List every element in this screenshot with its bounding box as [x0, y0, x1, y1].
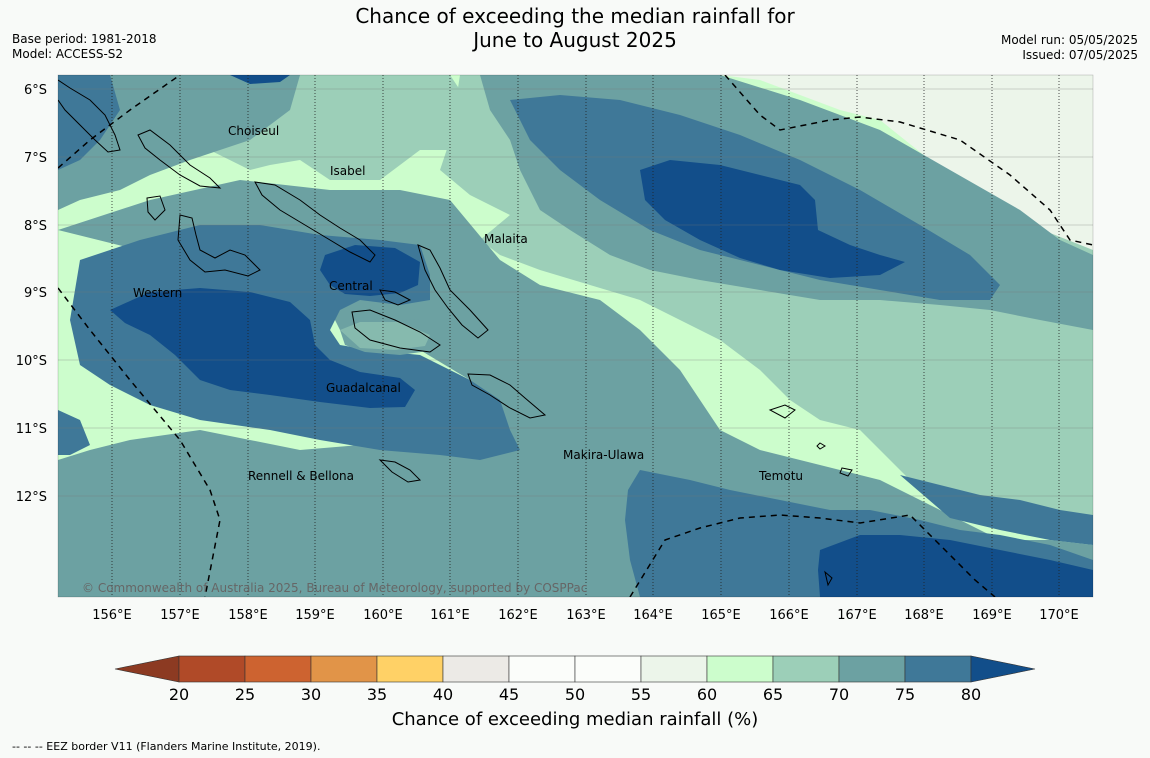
- colorbar-segment: [706, 655, 774, 683]
- model-name: Model: ACCESS-S2: [12, 47, 124, 61]
- colorbar-tick-label: 20: [168, 685, 190, 704]
- island-small-3: [824, 570, 833, 587]
- lon-label: 168°E: [904, 608, 944, 623]
- colorbar-segment: [772, 655, 840, 683]
- lat-label: 8°S: [24, 219, 47, 234]
- label-choiseul: Choiseul: [228, 124, 279, 138]
- lat-tick-labels: 6°S 7°S 8°S 9°S 10°S 11°S 12°S: [16, 83, 47, 505]
- map-title-line1: Chance of exceeding the median rainfall …: [355, 4, 795, 28]
- colorbar-segment: [244, 655, 312, 683]
- colorbar-tick-label: 60: [696, 685, 718, 704]
- colorbar-tick-label: 30: [300, 685, 322, 704]
- colorbar-tick-label: 40: [432, 685, 454, 704]
- contour-layer: [58, 75, 1093, 597]
- colorbar-tick-label: 75: [894, 685, 916, 704]
- island-rennell: [378, 459, 422, 483]
- island-guadalcanal: [351, 309, 441, 353]
- colorbar-segment: [442, 655, 510, 683]
- issued-date: Issued: 07/05/2025: [1022, 48, 1138, 62]
- label-rennell-bellona: Rennell & Bellona: [248, 469, 354, 483]
- colorbar-segment: [904, 655, 972, 683]
- eez-border: [58, 75, 1093, 597]
- eez-legend: -- -- -- EEZ border V11 (Flanders Marine…: [12, 740, 321, 753]
- lat-label: 6°S: [24, 83, 47, 98]
- lon-label: 169°E: [972, 608, 1012, 623]
- colorbar-tick-label: 65: [762, 685, 784, 704]
- lon-label: 167°E: [837, 608, 877, 623]
- colorbar-extend-high: [970, 655, 1036, 683]
- colorbar-segment: [508, 655, 576, 683]
- contour-above-80: [110, 75, 1093, 597]
- colorbar-segment: [838, 655, 906, 683]
- model-run: Model run: 05/05/2025: [1000, 33, 1138, 47]
- colorbar-tick-label: 50: [564, 685, 586, 704]
- map-title-line2: June to August 2025: [473, 28, 677, 52]
- lat-label: 9°S: [24, 286, 47, 301]
- island-malaita: [417, 244, 489, 339]
- island-vella: [146, 195, 166, 221]
- lon-label: 164°E: [633, 608, 673, 623]
- colorbar-tick-label: 80: [960, 685, 982, 704]
- island-outlines: [58, 79, 853, 587]
- lon-label: 163°E: [566, 608, 606, 623]
- lon-label: 170°E: [1039, 608, 1079, 623]
- colorbar-tick-label: 35: [366, 685, 388, 704]
- island-small-1: [816, 442, 826, 450]
- colorbar-tick-label: 25: [234, 685, 256, 704]
- lon-label: 165°E: [701, 608, 741, 623]
- island-isabel: [254, 181, 376, 263]
- colorbar-tick-label: 70: [828, 685, 850, 704]
- lon-label: 159°E: [295, 608, 335, 623]
- label-makira-ulawa: Makira-Ulawa: [563, 448, 644, 462]
- lon-label: 157°E: [160, 608, 200, 623]
- lat-label: 10°S: [16, 354, 47, 369]
- region-labels: Choiseul Isabel Malaita Western Central …: [133, 124, 803, 483]
- label-guadalcanal: Guadalcanal: [326, 381, 401, 395]
- contour-75-80: [58, 75, 1093, 597]
- colorbar: [114, 655, 1036, 683]
- lon-label: 156°E: [92, 608, 132, 623]
- colorbar-segment: [310, 655, 378, 683]
- island-choiseul: [137, 129, 222, 189]
- colorbar-segments: [114, 655, 1036, 683]
- colorbar-title: Chance of exceeding median rainfall (%): [391, 709, 759, 730]
- latitude-gridlines: [58, 88, 1093, 497]
- lon-label: 158°E: [228, 608, 268, 623]
- colorbar-segment: [574, 655, 642, 683]
- label-central: Central: [329, 279, 373, 293]
- base-period: Base period: 1981-2018: [12, 32, 157, 46]
- lon-label: 166°E: [769, 608, 809, 623]
- contour-pocket-makira: [340, 322, 430, 350]
- label-isabel: Isabel: [330, 164, 365, 178]
- colorbar-segment: [376, 655, 444, 683]
- label-malaita: Malaita: [484, 232, 528, 246]
- lon-label: 162°E: [498, 608, 538, 623]
- lon-label: 160°E: [363, 608, 403, 623]
- island-makira: [467, 373, 547, 419]
- colorbar-extend-low: [114, 655, 180, 683]
- island-bougainville: [58, 79, 121, 153]
- island-santa-cruz: [768, 404, 796, 419]
- island-florida: [379, 289, 412, 306]
- lon-label: 161°E: [430, 608, 470, 623]
- island-new-georgia: [177, 214, 261, 277]
- rainfall-map: Choiseul Isabel Malaita Western Central …: [16, 74, 1094, 623]
- copyright-text: © Commonwealth of Australia 2025, Bureau…: [82, 581, 587, 595]
- colorbar-tick-label: 45: [498, 685, 520, 704]
- lon-tick-labels: 156°E 157°E 158°E 159°E 160°E 161°E 162°…: [92, 608, 1079, 623]
- island-small-2: [839, 467, 853, 477]
- label-temotu: Temotu: [758, 469, 803, 483]
- colorbar-tick-label: 55: [630, 685, 652, 704]
- colorbar-segment: [178, 655, 246, 683]
- colorbar-segment: [640, 655, 708, 683]
- lat-label: 12°S: [16, 490, 47, 505]
- lat-label: 7°S: [24, 151, 47, 166]
- label-western: Western: [133, 286, 182, 300]
- lat-label: 11°S: [16, 422, 47, 437]
